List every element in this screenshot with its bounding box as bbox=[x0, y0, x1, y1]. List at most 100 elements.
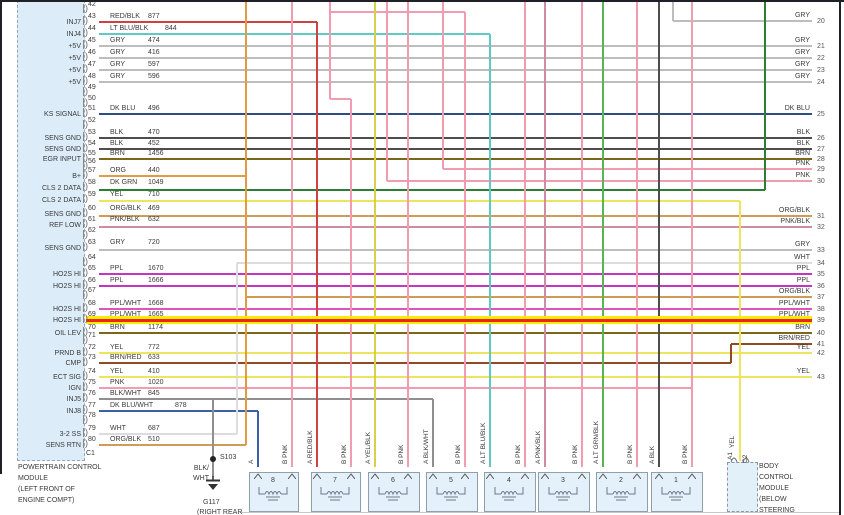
pcm-pin-bracket[interactable]: ) bbox=[83, 3, 88, 13]
pcm-pin-number[interactable]: 77 bbox=[88, 402, 96, 409]
pcm-pin-bracket[interactable]: ) bbox=[83, 356, 88, 366]
pcm-pin-number[interactable]: 68 bbox=[88, 300, 96, 307]
pcm-pin-bracket[interactable]: ) bbox=[83, 241, 88, 251]
wire-segment[interactable] bbox=[99, 376, 812, 378]
pcm-pin-bracket[interactable]: ) bbox=[83, 346, 88, 356]
wire-segment[interactable] bbox=[602, 0, 604, 467]
pcm-pin-bracket[interactable]: ) bbox=[83, 279, 88, 289]
pcm-pin-bracket[interactable]: ) bbox=[83, 302, 88, 312]
pcm-pin-number[interactable]: 54 bbox=[88, 140, 96, 147]
wire-segment[interactable] bbox=[739, 201, 741, 461]
exit-pin-number[interactable]: 20 bbox=[817, 18, 825, 25]
wire-segment[interactable] bbox=[442, 0, 444, 169]
pcm-pin-number[interactable]: 67 bbox=[88, 287, 96, 294]
pcm-pin-number[interactable]: 58 bbox=[88, 179, 96, 186]
wire-segment[interactable] bbox=[407, 0, 409, 467]
exit-pin-number[interactable]: 36 bbox=[817, 283, 825, 290]
pcm-pin-number[interactable]: 53 bbox=[88, 129, 96, 136]
pcm-pin-number[interactable]: 73 bbox=[88, 354, 96, 361]
pcm-pin-bracket[interactable]: ) bbox=[83, 63, 88, 73]
wire-segment[interactable] bbox=[99, 189, 765, 191]
pcm-pin-bracket[interactable]: ) bbox=[83, 75, 88, 85]
wire-segment[interactable] bbox=[99, 57, 812, 59]
pcm-pin-number[interactable]: 65 bbox=[88, 265, 96, 272]
wire-segment[interactable] bbox=[524, 0, 526, 467]
pcm-pin-number[interactable]: 50 bbox=[88, 95, 96, 102]
wire-segment[interactable] bbox=[99, 352, 812, 354]
pcm-pin-number[interactable]: 55 bbox=[88, 150, 96, 157]
pcm-pin-number[interactable]: 61 bbox=[88, 216, 96, 223]
pcm-pin-bracket[interactable]: ) bbox=[83, 15, 88, 25]
wire-segment[interactable] bbox=[99, 113, 812, 115]
wire-segment[interactable] bbox=[432, 399, 434, 467]
pcm-pin-bracket[interactable]: ) bbox=[83, 326, 88, 336]
pcm-pin-bracket[interactable]: ) bbox=[83, 381, 88, 391]
pcm-pin-number[interactable]: 80 bbox=[88, 436, 96, 443]
wire-segment[interactable] bbox=[316, 22, 318, 467]
exit-pin-number[interactable]: 40 bbox=[817, 330, 825, 337]
pcm-pin-bracket[interactable]: ) bbox=[83, 267, 88, 277]
traced-wire-core[interactable] bbox=[86, 319, 812, 322]
exit-pin-number[interactable]: 34 bbox=[817, 260, 825, 267]
wire-segment[interactable] bbox=[99, 410, 258, 412]
pcm-pin-number[interactable]: 71 bbox=[88, 332, 96, 339]
pcm-pin-bracket[interactable]: ) bbox=[83, 181, 88, 191]
exit-pin-number[interactable]: 35 bbox=[817, 271, 825, 278]
pcm-pin-bracket[interactable]: ) bbox=[83, 229, 88, 239]
exit-pin-number[interactable]: 23 bbox=[817, 67, 825, 74]
injector-connector[interactable] bbox=[426, 472, 478, 512]
injector-connector[interactable] bbox=[249, 472, 299, 512]
splice-dot[interactable] bbox=[210, 456, 216, 462]
pcm-pin-bracket[interactable]: ) bbox=[83, 152, 88, 162]
pcm-pin-number[interactable]: 63 bbox=[88, 239, 96, 246]
wire-segment[interactable] bbox=[99, 137, 812, 139]
exit-pin-number[interactable]: 22 bbox=[817, 55, 825, 62]
exit-pin-number[interactable]: 25 bbox=[817, 111, 825, 118]
wire-segment[interactable] bbox=[291, 0, 293, 467]
wire-segment[interactable] bbox=[374, 0, 376, 467]
exit-pin-number[interactable]: 38 bbox=[817, 306, 825, 313]
pcm-pin-bracket[interactable]: ) bbox=[83, 427, 88, 437]
wire-segment[interactable] bbox=[99, 226, 812, 228]
exit-pin-number[interactable]: 26 bbox=[817, 135, 825, 142]
wire-segment[interactable] bbox=[99, 81, 812, 83]
exit-pin-number[interactable]: 41 bbox=[817, 341, 825, 348]
wire-segment[interactable] bbox=[544, 0, 546, 467]
wire-segment[interactable] bbox=[212, 399, 214, 477]
wire-segment[interactable] bbox=[99, 21, 317, 23]
wire-segment[interactable] bbox=[246, 296, 812, 298]
pcm-pin-bracket[interactable]: ) bbox=[83, 438, 88, 448]
pcm-pin-number[interactable]: 57 bbox=[88, 167, 96, 174]
wire-segment[interactable] bbox=[236, 263, 238, 434]
exit-pin-number[interactable]: 24 bbox=[817, 79, 825, 86]
pcm-pin-number[interactable]: 75 bbox=[88, 379, 96, 386]
wire-segment[interactable] bbox=[731, 343, 812, 345]
wire-segment[interactable] bbox=[636, 0, 638, 467]
exit-pin-number[interactable]: 37 bbox=[817, 294, 825, 301]
wire-segment[interactable] bbox=[330, 98, 351, 100]
pcm-pin-bracket[interactable]: ) bbox=[83, 51, 88, 61]
pcm-pin-number[interactable]: 64 bbox=[88, 254, 96, 261]
wire-segment[interactable] bbox=[387, 180, 812, 182]
wire-segment[interactable] bbox=[245, 0, 247, 445]
pcm-pin-bracket[interactable]: ) bbox=[83, 334, 88, 344]
exit-pin-number[interactable]: 21 bbox=[817, 43, 825, 50]
wire-segment[interactable] bbox=[99, 285, 812, 287]
wire-segment[interactable] bbox=[350, 99, 352, 467]
wire-segment[interactable] bbox=[257, 411, 259, 467]
pcm-pin-bracket[interactable]: ) bbox=[83, 131, 88, 141]
wire-segment[interactable] bbox=[99, 33, 490, 35]
wire-segment[interactable] bbox=[99, 249, 812, 251]
wire-segment[interactable] bbox=[99, 200, 740, 202]
pcm-pin-bracket[interactable]: ) bbox=[83, 313, 88, 323]
wire-segment[interactable] bbox=[464, 12, 466, 467]
pcm-pin-bracket[interactable]: ) bbox=[83, 193, 88, 203]
pcm-pin-bracket[interactable]: ) bbox=[83, 107, 88, 117]
pcm-pin-bracket[interactable]: ) bbox=[83, 97, 88, 107]
wire-segment[interactable] bbox=[99, 308, 812, 310]
wire-segment[interactable] bbox=[489, 34, 491, 467]
wire-segment[interactable] bbox=[99, 433, 237, 435]
pcm-pin-bracket[interactable]: ) bbox=[83, 86, 88, 96]
pcm-pin-number[interactable]: 60 bbox=[88, 205, 96, 212]
wire-segment[interactable] bbox=[99, 69, 812, 71]
